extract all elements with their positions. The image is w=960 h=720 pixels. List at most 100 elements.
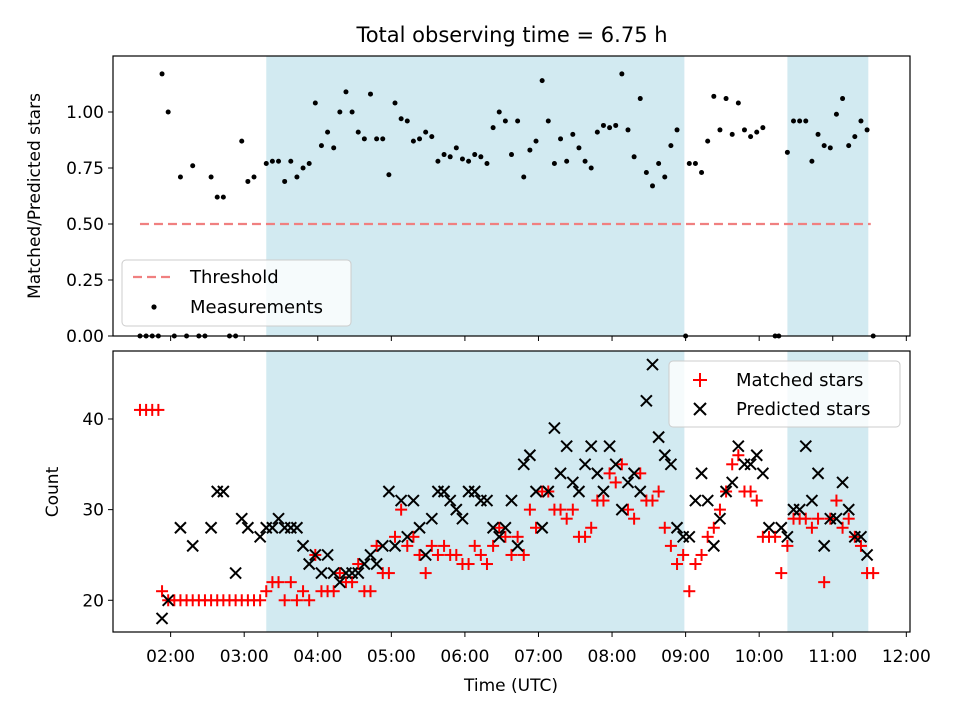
x-tick-label: 08:00 <box>588 647 637 667</box>
observing-window-band <box>787 56 869 336</box>
predicted-star-point <box>499 521 512 534</box>
predicted-star-point <box>493 530 506 544</box>
predicted-star-point <box>860 548 874 562</box>
predicted-star-point <box>413 521 426 534</box>
matched-star-point <box>628 512 641 525</box>
predicted-star-point <box>394 494 408 507</box>
matched-star-point <box>530 521 543 534</box>
predicted-star-point <box>425 512 439 525</box>
predicted-star-point <box>204 521 218 534</box>
measurement-point <box>594 129 600 135</box>
measurement-point <box>607 125 613 131</box>
ratio-panel-frame <box>112 55 911 337</box>
matched-star-point <box>333 567 346 580</box>
measurement-point <box>459 156 465 162</box>
predicted-stars-series <box>155 358 874 625</box>
matched-star-point <box>646 494 659 507</box>
predicted-star-point <box>266 521 279 534</box>
measurement-point <box>398 116 404 122</box>
predicted-star-point <box>542 485 555 498</box>
measurement-point <box>269 158 275 164</box>
measurement-point <box>619 71 625 77</box>
predicted-star-point <box>805 494 819 507</box>
measurement-point <box>276 158 282 164</box>
predicted-star-point <box>836 476 849 489</box>
measurement-point <box>263 161 269 167</box>
measurement-point <box>705 138 711 144</box>
matched-star-point <box>634 467 647 480</box>
matched-star-point <box>474 548 487 561</box>
measurement-point <box>374 136 380 142</box>
measurement-point <box>404 118 410 124</box>
predicted-star-point <box>217 485 230 498</box>
y-tick-label: 0.25 <box>66 271 104 291</box>
predicted-star-point <box>609 458 622 471</box>
y-tick-label: 0.75 <box>66 159 104 179</box>
measurement-point <box>729 131 735 137</box>
predicted-star-point <box>272 512 285 525</box>
predicted-star-point <box>511 539 524 553</box>
y-tick-label: 40 <box>82 410 104 430</box>
measurement-point <box>674 127 680 133</box>
predicted-star-point <box>523 449 537 462</box>
measurement-point <box>637 96 643 102</box>
measurement-point <box>840 96 846 102</box>
legend-measurements-swatch <box>151 304 157 310</box>
measurement-point <box>833 111 839 117</box>
matched-star-point <box>854 539 867 552</box>
measurement-point <box>551 161 557 167</box>
matched-star-point <box>499 530 512 543</box>
measurement-point <box>441 152 447 158</box>
measurement-point <box>417 136 423 142</box>
matched-star-point <box>395 503 408 516</box>
predicted-star-point <box>603 439 616 453</box>
predicted-star-point <box>161 594 175 607</box>
matched-star-point <box>867 567 880 580</box>
y-tick-label: 30 <box>82 501 104 521</box>
matched-star-point <box>152 403 165 416</box>
matched-star-point <box>750 494 763 507</box>
ratio-y-axis-ticks: 0.00 0.25 0.50 0.75 1.00 <box>66 103 113 347</box>
count-y-axis-ticks: 20 30 40 <box>82 410 113 611</box>
measurement-point <box>239 138 245 144</box>
measurement-point <box>466 158 472 164</box>
legend-threshold-label: Threshold <box>189 267 279 288</box>
predicted-star-point <box>419 548 432 562</box>
predicted-star-point <box>437 485 451 498</box>
measurement-point <box>600 122 606 128</box>
legend-matched-swatch <box>693 373 707 387</box>
legend-matched-label: Matched stars <box>736 370 863 391</box>
x-tick-label: 03:00 <box>220 647 269 667</box>
matched-star-point <box>603 467 616 480</box>
measurement-point <box>815 131 821 137</box>
measurement-point <box>435 158 441 164</box>
predicted-star-point <box>762 521 776 534</box>
matched-star-point <box>818 576 831 589</box>
measurement-point <box>613 122 619 128</box>
measurement-point <box>165 109 171 115</box>
measurement-point <box>527 147 533 153</box>
measurement-point <box>294 174 300 180</box>
measurement-point <box>797 118 803 124</box>
predicted-star-point <box>456 512 469 525</box>
predicted-star-point <box>744 458 757 471</box>
y-tick-label: 1.00 <box>66 103 104 123</box>
measurement-point <box>735 100 741 106</box>
measurement-point <box>214 194 220 200</box>
matched-star-point <box>781 539 794 552</box>
measurement-point <box>692 161 698 167</box>
matched-star-point <box>272 576 285 589</box>
measurement-point <box>803 118 809 124</box>
predicted-star-point <box>572 485 586 498</box>
predicted-star-point <box>591 467 604 480</box>
measurements-series <box>137 71 876 339</box>
predicted-star-point <box>560 439 573 453</box>
measurement-point <box>177 174 183 180</box>
matched-star-point <box>609 476 622 489</box>
matched-star-point <box>695 548 708 561</box>
predicted-star-point <box>578 458 592 471</box>
measurement-point <box>325 129 331 135</box>
predicted-star-point <box>290 521 304 534</box>
measurement-point <box>784 149 790 155</box>
matched-star-point <box>560 512 573 525</box>
